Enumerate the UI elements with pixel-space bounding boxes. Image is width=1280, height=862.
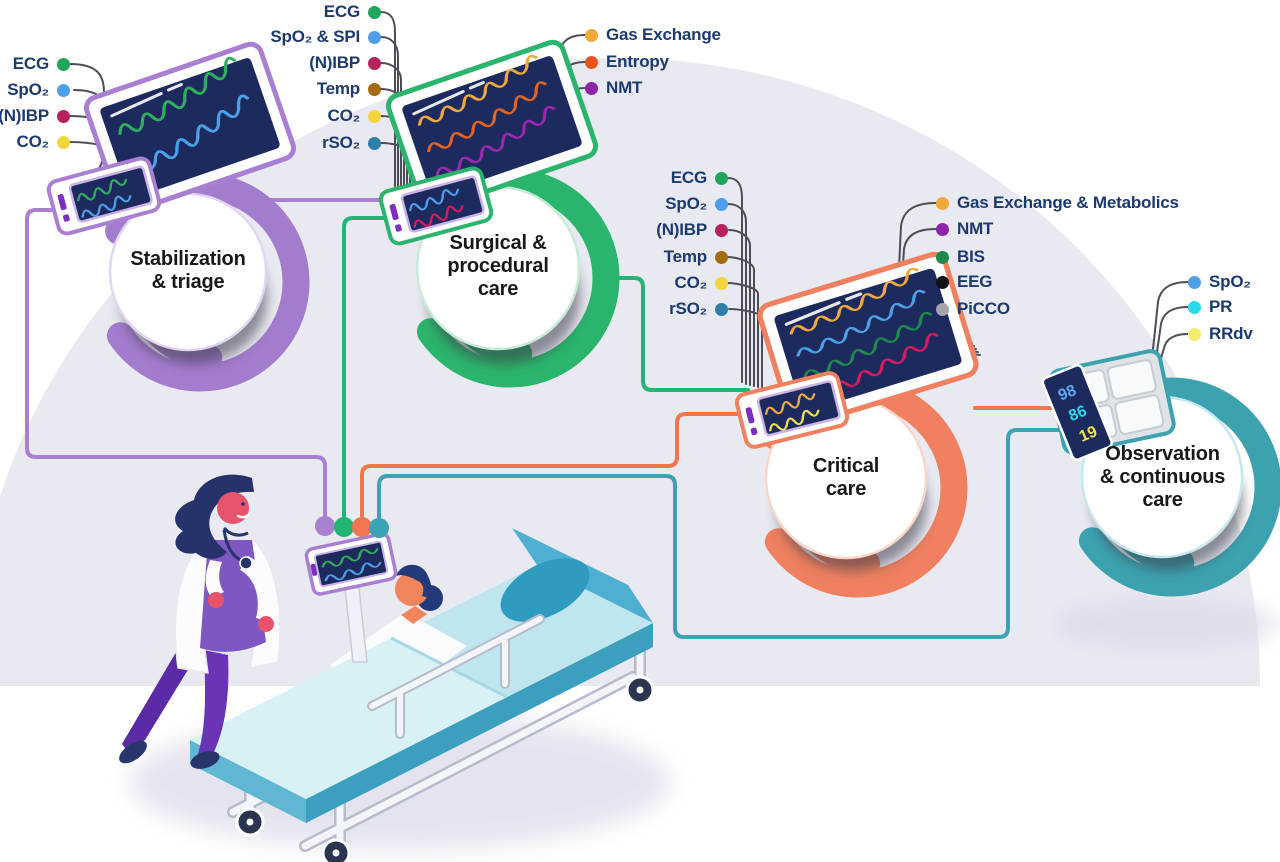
param-label-spo2: SpO₂: [7, 80, 70, 100]
param-label-spo2: SpO₂: [665, 194, 728, 214]
param-dot: [368, 136, 381, 150]
param-label-nibp: (N)IBP: [656, 220, 728, 240]
param-label-ecg: ECG: [671, 168, 728, 188]
stage-circle-critical: [763, 378, 968, 598]
nurse-arm-left: [205, 560, 224, 598]
param-dot: [715, 250, 728, 264]
param-label-rrdv: RRdv: [1188, 324, 1253, 344]
param-dot: [715, 276, 728, 290]
param-dot: [1188, 300, 1201, 314]
connector-stabilization-to-bed: [25, 208, 327, 520]
param-dot: [585, 28, 598, 42]
param-label-temp: Temp: [317, 79, 381, 99]
telemetry-pr-value: 86: [1066, 403, 1089, 425]
nurse-front-leg: [196, 650, 229, 760]
stage-title-stabilization: Stabilization & triage: [130, 248, 246, 293]
telemetry-screen: 98 86 19: [1041, 364, 1113, 461]
connector-lines: [25, 198, 1065, 639]
param-dot: [57, 109, 70, 123]
param-dot: [1188, 275, 1201, 289]
param-dot: [57, 135, 70, 149]
param-label-spo2-spi: SpO₂ & SPI: [270, 27, 381, 47]
param-label-picco: PiCCO: [936, 299, 1010, 319]
wheel: [235, 807, 265, 837]
connector-dots: [315, 516, 389, 538]
param-label-ecg: ECG: [13, 54, 70, 74]
param-label-co2: CO₂: [17, 132, 70, 152]
nurse-head: [217, 492, 249, 524]
param-dot: [936, 222, 949, 236]
wheel: [321, 838, 351, 862]
param-dot: [368, 5, 381, 19]
param-dot: [585, 81, 598, 95]
param-dot: [715, 223, 728, 237]
connector-observation-to-bed: [377, 428, 1065, 639]
stage-title-surgical: Surgical & procedural care: [447, 232, 549, 300]
param-label-spo2: SpO₂: [1188, 272, 1251, 292]
param-label-pr: PR: [1188, 297, 1232, 317]
param-label-temp: Temp: [664, 247, 728, 267]
nurse-back-leg: [122, 642, 200, 752]
param-dot: [936, 302, 949, 316]
nurse-hair: [175, 474, 254, 559]
param-dot: [936, 250, 949, 264]
param-dot: [715, 302, 728, 316]
dot-observation: [369, 518, 389, 538]
param-label-nmt: NMT: [936, 219, 993, 239]
telemetry-spo2-value: 98: [1056, 382, 1079, 404]
param-dot: [368, 56, 381, 70]
param-label-entropy: Entropy: [585, 52, 669, 72]
pillow: [500, 558, 590, 622]
telemetry-rr-value: 19: [1077, 423, 1100, 445]
param-label-rso2: rSO₂: [322, 133, 381, 153]
nurse: [119, 474, 281, 769]
param-label-ecg: ECG: [324, 2, 381, 22]
param-label-bis: BIS: [936, 247, 985, 267]
param-label-nibp: (N)IBP: [0, 106, 70, 126]
param-dot: [1188, 327, 1201, 341]
param-dot: [57, 83, 70, 97]
param-dot: [368, 109, 381, 123]
param-label-co2: CO₂: [675, 273, 728, 293]
telemetry-device-observation: 98 86 19: [1041, 349, 1176, 461]
connector-critical-to-bed: [360, 412, 746, 520]
wheel: [625, 675, 655, 705]
param-dot: [936, 196, 949, 210]
param-dot: [585, 55, 598, 69]
observation-ground-shadow: [1053, 600, 1277, 648]
connector-surgical-to-bed: [342, 216, 404, 520]
param-dot: [368, 30, 381, 44]
param-label-co2: CO₂: [328, 106, 381, 126]
nurse-arm-right: [240, 556, 275, 622]
stage-title-critical: Critical care: [812, 455, 880, 500]
stage-title-observation: Observation & continuous care: [1099, 443, 1226, 511]
param-label-gas-exchange-metabolics: Gas Exchange & Metabolics: [936, 193, 1179, 213]
patient-hair: [396, 564, 432, 598]
param-label-eeg: EEG: [936, 272, 993, 292]
param-dot: [715, 171, 728, 185]
connector-surgical-to-critical: [598, 276, 750, 392]
param-dot: [368, 82, 381, 96]
dot-stabilization: [315, 516, 335, 536]
stage-circle-stabilization: [105, 172, 310, 392]
dot-surgical: [334, 517, 354, 537]
param-label-gas-exchange: Gas Exchange: [585, 25, 721, 45]
param-dot: [57, 57, 70, 71]
dot-critical: [352, 517, 372, 537]
param-dot: [715, 197, 728, 211]
param-label-nibp: (N)IBP: [309, 53, 381, 73]
illustration-patient-transport: [119, 474, 655, 862]
param-label-rso2: rSO₂: [669, 299, 728, 319]
param-dot: [936, 275, 949, 289]
param-label-nmt: NMT: [585, 78, 642, 98]
